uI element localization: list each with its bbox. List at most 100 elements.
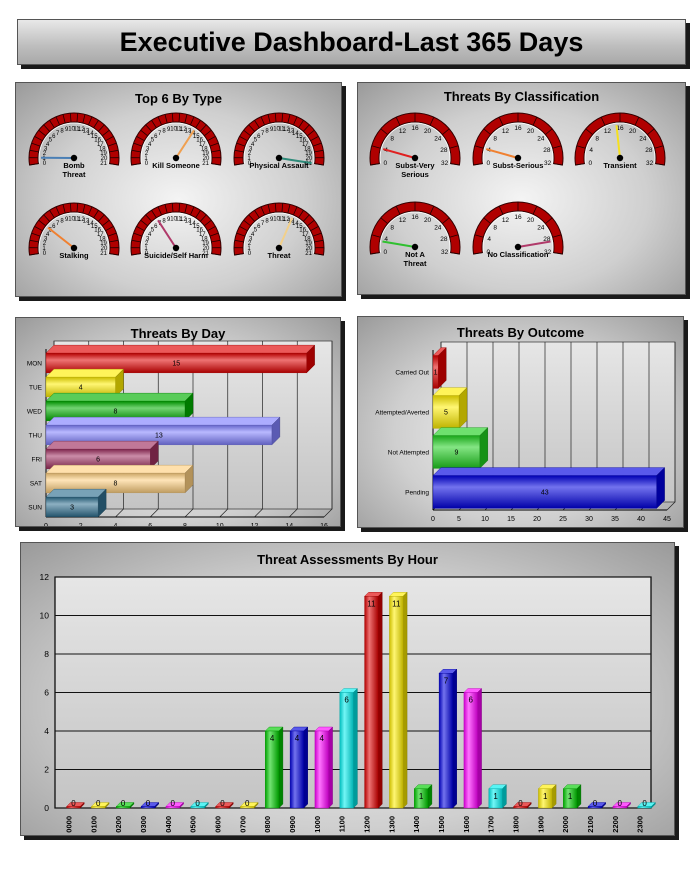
type-gauge-1: 0123456789101112131415161718192021Kill S… — [130, 112, 222, 170]
gauge-tick-label: 8 — [60, 129, 64, 135]
gauge-tick-label: 20 — [101, 246, 108, 252]
bar-face — [339, 692, 354, 809]
gauge-tick-label: 2 — [248, 241, 252, 247]
panel-title-outcome: Threats By Outcome — [456, 325, 585, 340]
bar-hour-0200: 0 — [115, 799, 135, 809]
y-category-label: SAT — [30, 481, 42, 488]
x-tick-label: 1700 — [487, 816, 496, 833]
y-category-label: Attempted/Averted — [375, 410, 429, 417]
bar-value-label: 4 — [270, 734, 275, 743]
x-tick-label: 0700 — [238, 816, 247, 833]
bar-value-label: 0 — [593, 799, 598, 808]
gauge-tick-label: 15 — [193, 224, 200, 230]
gauge-segment — [184, 114, 188, 124]
gauge-tick-label: 11 — [278, 126, 285, 132]
gauge-tick-label: 24 — [537, 225, 545, 232]
bar-value-label: 7 — [444, 676, 449, 685]
gauge-inner-arc — [379, 122, 451, 164]
x-tick-label: 25 — [559, 516, 567, 523]
bar-value-label: 5 — [444, 410, 448, 417]
chart-day-svg: 0 2 4 6 8 10 12 14 16 15 MON 4 TUE 8 WED 13 THU 6 FRI 8 SAT 3… — [27, 340, 333, 526]
bar-face — [438, 673, 453, 809]
gauge-segment — [207, 136, 216, 142]
gauge-segment — [34, 136, 43, 142]
y-tick-label: 2 — [44, 765, 49, 775]
gauge-segment — [312, 232, 322, 237]
gauge-tick-label: 18 — [304, 146, 311, 152]
gauge-tick-label: 1 — [247, 156, 251, 162]
bar-value-label: 0 — [618, 799, 623, 808]
gauge-tick-label: 19 — [100, 151, 107, 157]
gauge-tick-label: 32 — [646, 160, 654, 167]
gauge-tick-label: 19 — [202, 241, 209, 247]
gauge-segment — [34, 226, 43, 232]
gauge-segment — [157, 116, 162, 126]
gauge-tick-label: 6 — [154, 224, 158, 230]
x-tick-label: 10 — [481, 516, 489, 523]
gauge-tick-label: 12 — [78, 217, 85, 223]
bar-value-label: 11 — [367, 599, 376, 608]
gauge-tick-label: 21 — [305, 161, 312, 167]
gauge-tick-label: 8 — [493, 225, 497, 232]
y-tick-label: 10 — [40, 611, 50, 621]
bar-side — [353, 688, 358, 809]
gauge-tick-label: 15 — [296, 134, 303, 140]
gauge-segment — [310, 226, 319, 232]
bar-mon: 15 — [45, 344, 316, 374]
gauge-tick-label: 2 — [43, 241, 47, 247]
bar-hour-1300: 11 — [388, 591, 408, 809]
gauge-tick-label: 7 — [261, 131, 265, 137]
gauge-tick-label: 9 — [167, 217, 171, 223]
gauge-segment — [107, 232, 117, 237]
gauge-inner-arc — [584, 122, 656, 164]
gauge-tick-label: 0 — [43, 251, 47, 257]
gauge-segment — [254, 120, 260, 129]
bar-hour-2300: 0 — [637, 799, 656, 809]
gauge-label: Suicide/Self Harm — [144, 251, 208, 260]
gridline-floor — [254, 508, 263, 518]
gauge-tick-label: 15 — [193, 134, 200, 140]
y-tick-label: 12 — [40, 572, 50, 582]
gauge-tick-label: 4 — [487, 236, 491, 243]
gauge-tick-label: 4 — [148, 142, 152, 148]
gauge-tick-label: 20 — [101, 156, 108, 162]
gauge-segment — [585, 128, 593, 135]
gauge-tick-label: 13 — [185, 219, 192, 225]
gauge-segment — [239, 136, 248, 142]
gauge-label: Threat — [268, 251, 291, 260]
gauge-segment — [97, 214, 105, 222]
gauge-tick-label: 8 — [60, 219, 64, 225]
x-tick-label: 0 — [431, 516, 435, 523]
gauge-inner-arc — [38, 122, 110, 164]
gauge-segment — [498, 205, 504, 215]
bar-face — [165, 806, 180, 809]
bar-fri: 6 — [45, 440, 159, 470]
bar-face — [414, 788, 429, 809]
gauge-needle — [47, 226, 75, 249]
gauge-segment — [29, 239, 39, 243]
gauge-tick-label: 3 — [44, 236, 48, 242]
panel-title-top6: Top 6 By Type — [135, 91, 222, 106]
gauge-tick-label: 8 — [265, 129, 269, 135]
gauge-tick-label: 4 — [46, 232, 50, 238]
gauge-tick-label: 5 — [151, 138, 155, 144]
gauge-segment — [88, 206, 93, 216]
gauge-label: Bomb — [63, 161, 85, 170]
gridline-floor — [184, 508, 194, 518]
gauge-tick-label: 28 — [440, 236, 448, 243]
x-tick-label: 1500 — [437, 816, 446, 833]
gridline-floor — [323, 508, 333, 518]
gauge-tick-label: 10 — [273, 126, 280, 132]
gridline-floor — [219, 508, 228, 518]
gauge-hub — [172, 154, 180, 162]
gauge-tick-label: 5 — [151, 228, 155, 234]
gauge-tick-label: 17 — [302, 142, 309, 148]
bar-value-label: 13 — [155, 433, 163, 440]
bar-side — [303, 726, 308, 809]
gauge-needle — [615, 125, 621, 159]
gauge-segment — [102, 219, 110, 227]
gauge-segment — [49, 210, 55, 219]
gauge-tick-label: 18 — [201, 146, 208, 152]
